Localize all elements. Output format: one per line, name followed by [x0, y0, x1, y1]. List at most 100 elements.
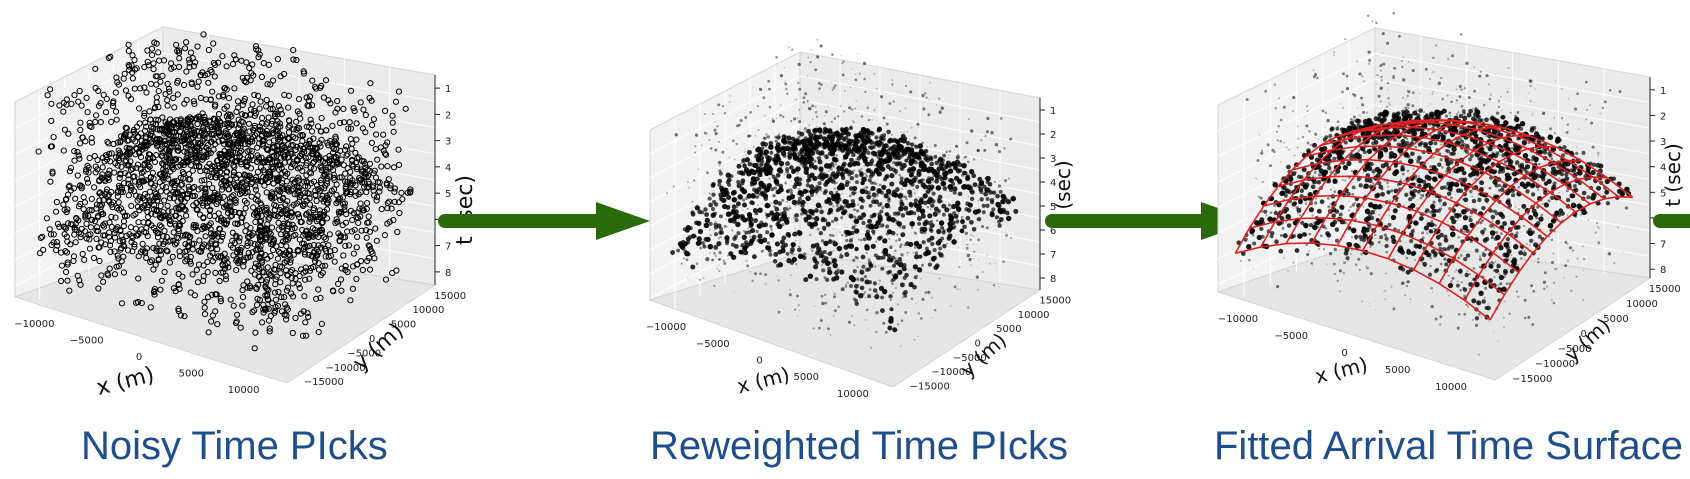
scatter-point	[997, 207, 1003, 214]
scatter-point	[370, 182, 377, 189]
scatter-point	[905, 241, 910, 247]
scatter-point	[713, 232, 719, 237]
scatter-point	[898, 212, 900, 215]
scatter-point	[934, 172, 940, 178]
scatter-point	[807, 273, 814, 279]
scatter-point	[892, 291, 895, 294]
scatter-point	[853, 215, 857, 219]
scatter-point	[266, 328, 273, 335]
scatter-point	[809, 233, 812, 237]
scatter-point	[190, 126, 197, 133]
scatter-point	[839, 105, 842, 108]
scatter-point	[122, 87, 130, 94]
scatter-point	[200, 273, 207, 280]
scatter-point	[741, 202, 748, 208]
scatter-point	[848, 126, 853, 131]
scatter-point	[876, 195, 879, 198]
scatter-point	[859, 268, 862, 271]
scatter-point	[811, 249, 814, 252]
scatter-point	[917, 214, 920, 217]
scatter-point	[863, 227, 866, 230]
scatter-point	[862, 61, 867, 66]
scatter-point	[210, 169, 217, 176]
scatter-point	[834, 275, 840, 281]
scatter-point	[148, 257, 155, 264]
scatter-point	[304, 231, 311, 238]
scatter-point	[994, 143, 999, 147]
scatter-point	[135, 219, 142, 226]
scatter-point	[847, 106, 852, 110]
scatter-point	[813, 159, 817, 163]
scatter-point	[800, 138, 806, 145]
scatter-point	[707, 243, 714, 250]
scatter-point	[705, 257, 710, 262]
scatter-point	[784, 81, 786, 84]
scatter-point	[926, 205, 930, 209]
scatter-point	[170, 166, 177, 173]
scatter-point	[289, 267, 296, 274]
scatter-point	[128, 238, 135, 246]
scatter-point	[736, 163, 742, 169]
scatter-point	[354, 261, 361, 268]
scatter-point	[933, 154, 938, 159]
scatter-point	[209, 184, 216, 192]
scatter-point	[153, 208, 160, 215]
scatter-point	[284, 284, 292, 291]
scatter-point	[774, 205, 777, 208]
scatter-point	[965, 246, 969, 250]
scatter-point	[283, 267, 290, 274]
scatter-point	[316, 153, 323, 161]
scatter-point	[969, 196, 975, 202]
scatter-point	[262, 252, 269, 259]
scatter-point	[258, 73, 265, 81]
scatter-point	[202, 233, 209, 240]
scatter-point	[821, 136, 827, 142]
scatter-point	[746, 212, 753, 218]
scatter-point	[765, 166, 770, 172]
scatter-point	[358, 227, 365, 234]
scatter-point	[328, 187, 335, 194]
scatter-point	[779, 216, 785, 222]
scatter-point	[851, 237, 854, 240]
scatter-point	[811, 118, 814, 120]
scatter-point	[888, 206, 891, 209]
scatter-point	[819, 319, 823, 323]
scatter-point	[917, 312, 920, 315]
scatter-point	[383, 181, 390, 188]
scatter-point	[753, 272, 758, 276]
scatter-point	[256, 233, 263, 240]
scatter-point	[306, 190, 313, 197]
scatter-point	[88, 207, 95, 214]
scatter-point	[390, 164, 398, 171]
scatter-point	[805, 195, 811, 202]
scatter-point	[771, 174, 774, 177]
scatter-point	[851, 225, 856, 230]
scatter-point	[407, 186, 414, 193]
scatter-point	[942, 256, 944, 259]
scatter-point	[139, 178, 147, 185]
scatter-point	[244, 233, 252, 241]
scatter-point	[899, 226, 902, 229]
scatter-point	[171, 128, 178, 136]
scatter-point	[888, 195, 891, 198]
scatter-point	[834, 163, 838, 166]
scatter-point	[1001, 194, 1007, 200]
scatter-point	[341, 203, 348, 210]
scatter-point	[374, 194, 381, 201]
scatter-point	[709, 146, 713, 150]
scatter-point	[915, 241, 918, 245]
scatter-point	[951, 171, 953, 174]
scatter-point	[183, 68, 190, 75]
scatter-point	[50, 231, 57, 238]
scatter-point	[900, 213, 906, 218]
scatter-point	[982, 192, 986, 196]
scatter-point	[885, 224, 890, 229]
scatter-point	[814, 277, 819, 282]
scatter-point	[812, 327, 815, 330]
scatter-point	[942, 153, 947, 158]
scatter-point	[768, 252, 773, 257]
scatter-point	[267, 81, 274, 88]
scatter-point	[815, 135, 821, 140]
scatter-point	[871, 215, 874, 219]
scatter-point	[92, 163, 99, 170]
